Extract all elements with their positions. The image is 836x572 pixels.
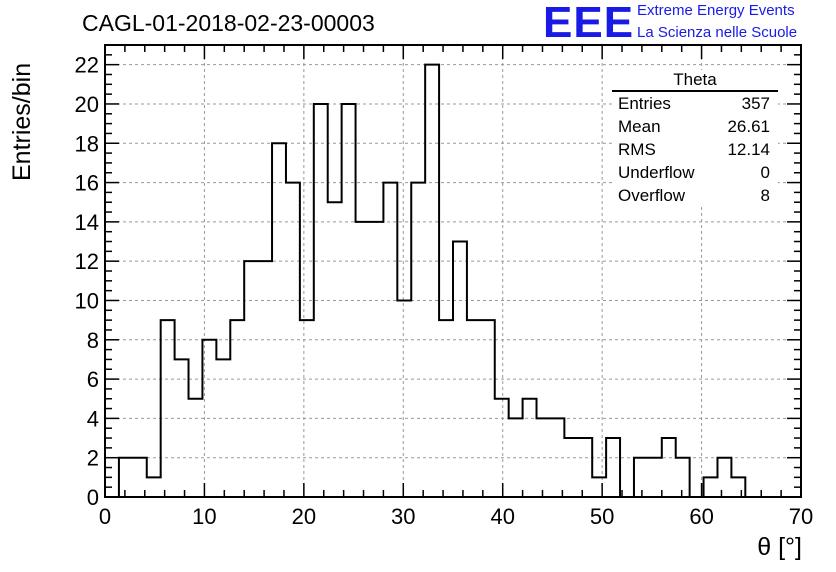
stats-row: Mean 26.61 xyxy=(612,115,778,138)
x-axis-label: θ [°] xyxy=(757,533,802,561)
y-tick-label: 8 xyxy=(87,328,99,353)
x-tick-label: 50 xyxy=(590,504,614,529)
stats-box: Theta Entries 357 Mean 26.61 RMS 12.14 Underfl… xyxy=(612,70,778,207)
y-tick-label: 2 xyxy=(87,446,99,471)
stats-label: Underflow xyxy=(618,163,695,182)
stats-label: Mean xyxy=(618,117,661,136)
x-tick-label: 10 xyxy=(192,504,216,529)
x-tick-label: 0 xyxy=(99,504,111,529)
y-tick-label: 6 xyxy=(87,367,99,392)
eee-logo: EEE xyxy=(543,0,635,47)
tick-labels: 0 10 20 30 40 50 60 70 0 2 4 6 8 10 12 14 16 18 20 22 xyxy=(75,53,814,529)
y-tick-label: 10 xyxy=(75,288,99,313)
histogram-series xyxy=(105,63,801,498)
stats-value: 26.61 xyxy=(727,117,770,136)
stats-label: Entries xyxy=(618,94,671,113)
logo-line1: Extreme Energy Events xyxy=(637,2,795,19)
stats-value: 0 xyxy=(760,163,770,182)
y-tick-label: 16 xyxy=(75,171,99,196)
stats-row: Overflow 8 xyxy=(612,184,778,207)
stats-value: 8 xyxy=(760,186,770,205)
histogram-line xyxy=(105,63,801,498)
stats-value: 357 xyxy=(741,94,770,113)
stats-value: 12.14 xyxy=(727,140,770,159)
stats-title: Theta xyxy=(612,70,778,92)
stats-row: Entries 357 xyxy=(612,92,778,115)
y-tick-label: 4 xyxy=(87,406,99,431)
stats-label: Overflow xyxy=(618,186,686,205)
x-tick-label: 40 xyxy=(490,504,514,529)
y-tick-label: 14 xyxy=(75,210,99,235)
logo-line2: La Scienza nelle Scuole xyxy=(637,24,798,41)
y-tick-label: 12 xyxy=(75,249,99,274)
stats-row: Underflow 0 xyxy=(612,161,778,184)
y-tick-label: 0 xyxy=(87,485,99,510)
y-axis-label: Entries/bin xyxy=(8,62,36,181)
chart-title: CAGL-01-2018-02-23-00003 xyxy=(82,10,375,36)
x-tick-label: 70 xyxy=(789,504,813,529)
axis-ticks xyxy=(104,44,802,498)
y-tick-label: 20 xyxy=(75,92,99,117)
stats-label: RMS xyxy=(618,140,656,159)
x-tick-label: 60 xyxy=(689,504,713,529)
x-tick-label: 20 xyxy=(292,504,316,529)
x-tick-label: 30 xyxy=(391,504,415,529)
stats-row: RMS 12.14 xyxy=(612,138,778,161)
y-tick-label: 22 xyxy=(75,53,99,78)
y-tick-label: 18 xyxy=(75,131,99,156)
